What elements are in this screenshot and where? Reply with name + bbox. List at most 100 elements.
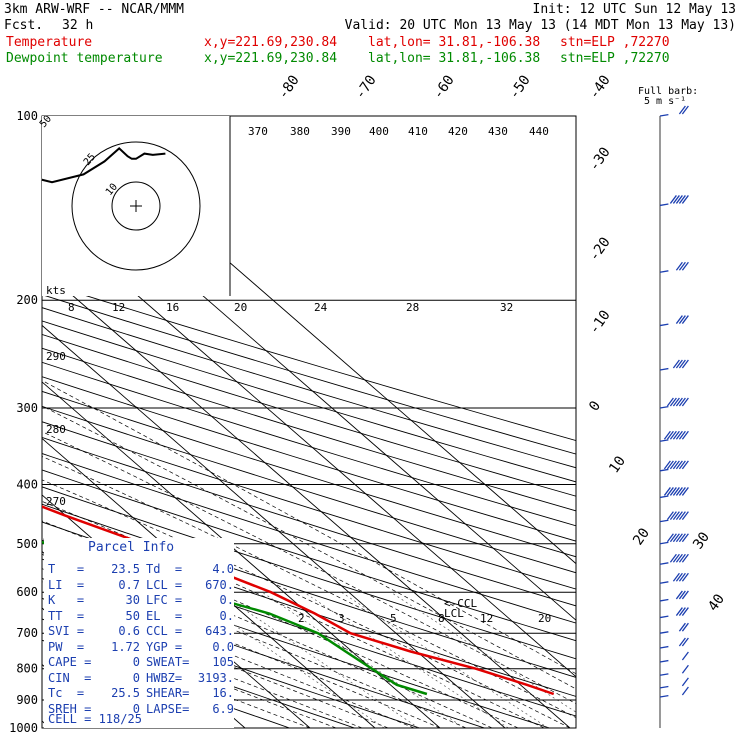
parcel-info-key: CIN = (48, 670, 92, 685)
init-time: Init: 12 UTC Sun 12 May 13 (532, 2, 737, 17)
parcel-info-key: SHEAR= (146, 686, 190, 700)
wind-barb-flag (675, 195, 683, 204)
wind-barb-flag (681, 105, 689, 115)
wind-barb-flag (672, 359, 680, 369)
wind-barb (659, 686, 689, 698)
mixing-ratio-label-lower: 20 (538, 612, 551, 625)
wind-barb-staff (659, 270, 669, 273)
wind-barb-flag (666, 430, 674, 440)
wind-barb-staff (659, 405, 669, 409)
wind-barb-flag (678, 105, 686, 115)
parcel-info-value: 0.0 (212, 639, 234, 654)
wind-barb-flag (678, 572, 686, 582)
wind-barb-flag (675, 261, 683, 271)
wind-barb-staff (659, 685, 669, 689)
theta-label: 270 (46, 495, 66, 508)
wind-barb-staff (659, 581, 669, 584)
wind-barb-flag (666, 511, 674, 520)
wind-barb (659, 105, 689, 117)
pressure-tick-label: 900 (16, 693, 38, 707)
dry-adiabat (42, 347, 576, 512)
wind-barb-flag (675, 607, 683, 616)
wind-barb-staff (659, 659, 669, 663)
temperature-line (42, 505, 555, 696)
wind-barb (659, 315, 689, 327)
wind-barb-flag (681, 607, 689, 616)
parcel-info-key: PW = (48, 639, 85, 654)
wind-barb-staff (659, 541, 669, 545)
wind-barb-flag (669, 553, 677, 563)
wind-barb-flag (681, 677, 689, 687)
dewpoint-legend-name: Dewpoint temperature (6, 51, 163, 66)
wind-barb-flag (681, 460, 689, 470)
pressure-tick-label: 300 (16, 401, 38, 415)
parcel-info-value: 4.0 (212, 562, 234, 576)
wind-barb (659, 261, 689, 273)
forecast-label: Fcst. (4, 18, 44, 33)
theta-label: 370 (248, 125, 268, 138)
mixing-ratio-label-upper: 28 (406, 301, 419, 314)
wind-barb-flag (672, 572, 680, 582)
wind-barb (659, 195, 689, 207)
wind-barb-flag (675, 487, 683, 496)
parcel-info-cell: CELL = 118/25 (48, 712, 142, 726)
mixing-ratio-label-lower: 12 (480, 612, 493, 625)
wind-barb-staff (659, 323, 669, 327)
wind-barb-flag (678, 590, 686, 600)
wind-barb-flag (678, 460, 686, 470)
parcel-info-value: 0. (219, 593, 234, 607)
parcel-info-value: 25.5 (111, 686, 140, 700)
dry-adiabat (42, 503, 576, 678)
wind-barb-staff (659, 598, 669, 602)
dewpoint-legend-stn: stn=ELP ,72270 (560, 51, 670, 66)
wind-barb (659, 607, 689, 619)
wind-barb-flag (666, 460, 674, 470)
temperature-legend-xy: x,y=221.69,230.84 (204, 35, 338, 50)
isotherm-tick-label: 20 (630, 525, 653, 548)
mixing-ratio-label-upper: 24 (314, 301, 328, 314)
wind-barb-flag (681, 397, 689, 407)
theta-label: 420 (448, 125, 468, 138)
dewpoint-legend-xy: x,y=221.69,230.84 (204, 51, 338, 66)
parcel-info-key: SREH = (48, 701, 92, 716)
hodograph-units: kts (46, 284, 66, 297)
wind-barb-flag (672, 195, 680, 204)
theta-label: 400 (369, 125, 389, 138)
wind-barb-flag (681, 261, 689, 271)
pressure-tick-label: 600 (16, 585, 38, 599)
parcel-info-key: LFC = (146, 593, 183, 607)
temperature-legend-latlon: lat,lon= 31.81,-106.38 (368, 35, 541, 50)
wind-barb-flag (678, 315, 686, 324)
forecast-hour: 32 h (62, 18, 94, 33)
parcel-info-key: CCL = (146, 624, 183, 638)
wind-barb-flag (678, 533, 686, 543)
dry-adiabat (42, 281, 576, 442)
pressure-tick-label: 1000 (9, 721, 38, 735)
isotherm-line (42, 437, 376, 728)
parcel-info-value: 0. (219, 608, 234, 623)
parcel-info-key: EL = (146, 608, 183, 623)
theta-label: 380 (290, 125, 310, 138)
moist-adiabat (42, 501, 545, 728)
parcel-info-key: YGP = (146, 639, 183, 654)
wind-barb-flag (681, 572, 689, 582)
parcel-info-value: 670. (205, 577, 234, 592)
mixing-ratio-line (219, 591, 419, 728)
hodograph-ring (111, 181, 161, 231)
wind-barb-flag (672, 430, 680, 440)
parcel-info-value: 16. (212, 686, 234, 700)
wind-barb-flag (681, 637, 689, 647)
mixing-ratio-label-upper: 32 (500, 301, 513, 314)
wind-barb-staff (659, 694, 669, 698)
isotherm-tick-label: 40 (705, 591, 728, 614)
dry-adiabat (42, 453, 576, 624)
wind-barb-flag (663, 430, 671, 440)
mixing-ratio-line (341, 591, 549, 728)
parcel-info-key: LI = (48, 577, 85, 592)
plot-frame (41, 115, 577, 729)
wind-barb-flag (678, 195, 686, 204)
pressure-tick-label: 700 (16, 626, 38, 640)
wind-barb-flag (669, 460, 677, 470)
wind-barb-flag (672, 533, 680, 543)
